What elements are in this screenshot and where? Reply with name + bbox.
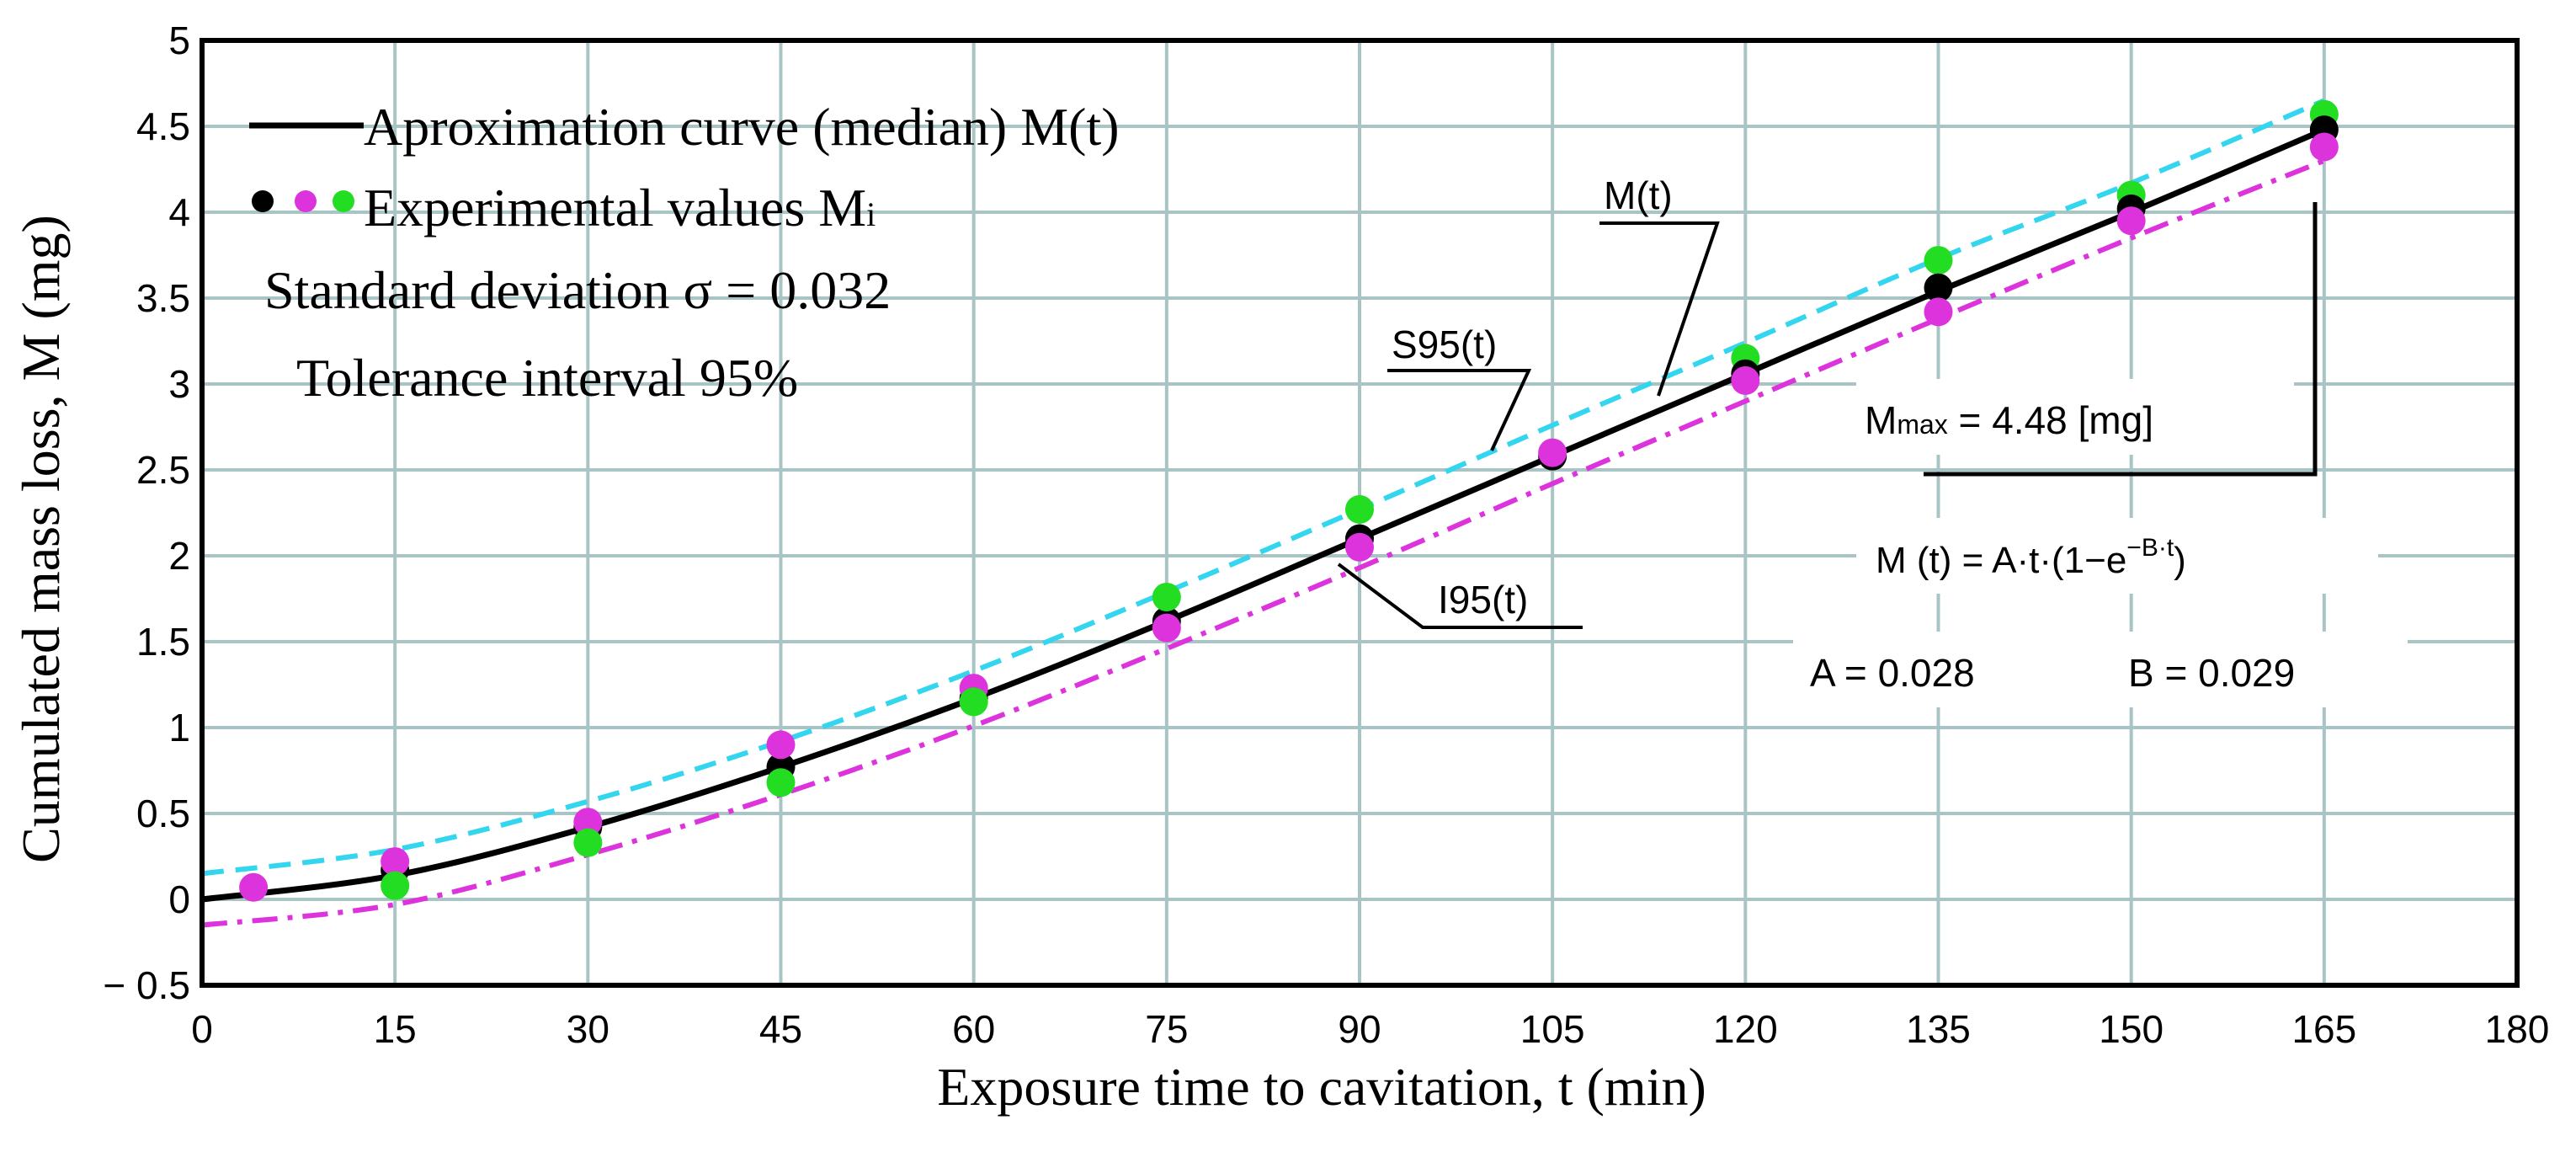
y-tick-label: 4 bbox=[168, 190, 190, 234]
legend-marker-green bbox=[333, 190, 354, 212]
params-box-bg bbox=[1793, 632, 2408, 707]
data-point bbox=[766, 768, 796, 797]
x-tick-label: 165 bbox=[2291, 1007, 2356, 1051]
plot-frame bbox=[200, 38, 2520, 988]
data-point bbox=[1345, 494, 1374, 524]
median-curve bbox=[201, 126, 2326, 903]
data-point bbox=[766, 730, 796, 760]
y-tick-label: 5 bbox=[168, 19, 190, 62]
data-point bbox=[381, 871, 410, 900]
y-tick-label: 3.5 bbox=[136, 276, 190, 320]
legend: Aproximation curve (median) M(t) Experim… bbox=[249, 97, 1120, 408]
legend-tolerance: Tolerance interval 95% bbox=[296, 348, 798, 408]
formula-text: M (t) = A·t·(1−e−B·t) bbox=[1876, 534, 2186, 581]
x-tick-label: 0 bbox=[191, 1007, 213, 1051]
param-a: A = 0.028 bbox=[1810, 651, 1975, 695]
data-point bbox=[1924, 246, 1953, 275]
data-point bbox=[381, 847, 410, 877]
data-point bbox=[2309, 132, 2339, 162]
data-point bbox=[1731, 365, 1760, 395]
data-point bbox=[1924, 273, 1953, 302]
legend-line-label: Aproximation curve (median) M(t) bbox=[364, 97, 1120, 157]
data-point bbox=[2116, 206, 2146, 236]
x-tick-label: 90 bbox=[1338, 1007, 1381, 1051]
x-tick-label: 30 bbox=[567, 1007, 609, 1051]
legend-marker-black bbox=[252, 190, 274, 212]
data-point bbox=[1152, 582, 1181, 611]
mmax-box-bg bbox=[1856, 379, 2294, 455]
y-axis-ticks: − 0.5 0 0.5 1 1.5 2 2.5 3 3.5 4 4.5 5 bbox=[103, 19, 190, 1007]
data-point bbox=[1345, 532, 1374, 562]
x-tick-label: 120 bbox=[1713, 1007, 1778, 1051]
legend-std-dev: Standard deviation σ = 0.032 bbox=[264, 260, 891, 320]
m-label-leader bbox=[1599, 221, 1720, 397]
x-axis-title: Exposure time to cavitation, t (min) bbox=[937, 1057, 1706, 1117]
x-tick-label: 135 bbox=[1906, 1007, 1971, 1051]
x-tick-label: 60 bbox=[952, 1007, 995, 1051]
legend-marker-magenta bbox=[295, 190, 317, 212]
i95-curve-label: I95(t) bbox=[1438, 578, 1528, 621]
data-point bbox=[239, 872, 269, 902]
series-lines bbox=[201, 98, 2326, 928]
s95-label-leader bbox=[1387, 369, 1532, 451]
x-tick-label: 75 bbox=[1145, 1007, 1188, 1051]
x-tick-label: 105 bbox=[1520, 1007, 1585, 1051]
y-tick-label: 0.5 bbox=[136, 792, 190, 835]
formula-box-bg bbox=[1856, 518, 2378, 594]
data-point bbox=[959, 687, 988, 717]
experimental-points bbox=[239, 99, 2339, 902]
x-axis-ticks: 0 15 30 45 60 75 90 105 120 135 150 165 180 bbox=[191, 1007, 2549, 1051]
param-b: B = 0.029 bbox=[2128, 651, 2295, 695]
y-tick-label: 2 bbox=[168, 534, 190, 578]
i95-label-leader bbox=[1337, 563, 1583, 629]
mmax-bracket bbox=[1924, 202, 2318, 477]
y-tick-label: 1 bbox=[168, 706, 190, 749]
data-point bbox=[1152, 613, 1181, 643]
x-tick-label: 150 bbox=[2099, 1007, 2164, 1051]
y-tick-label: 3 bbox=[168, 362, 190, 406]
mmax-label: Mmax = 4.48 [mg] bbox=[1865, 398, 2153, 442]
y-tick-label: 0 bbox=[168, 877, 190, 921]
legend-points-label: Experimental values Mi bbox=[364, 178, 876, 237]
x-tick-label: 15 bbox=[374, 1007, 417, 1051]
y-tick-label: 4.5 bbox=[136, 104, 190, 148]
y-tick-label: 1.5 bbox=[136, 620, 190, 664]
y-axis-title: Cumulated mass loss, M (mg) bbox=[11, 215, 71, 863]
data-point bbox=[1924, 297, 1953, 327]
s95-curve-label: S95(t) bbox=[1392, 323, 1497, 366]
data-point bbox=[573, 808, 603, 837]
y-tick-label: 2.5 bbox=[136, 448, 190, 492]
y-tick-label: − 0.5 bbox=[103, 963, 190, 1007]
annotations: M(t) S95(t) I95(t) Mmax = 4.48 [mg] M (t… bbox=[1337, 173, 2408, 707]
x-tick-label: 180 bbox=[2485, 1007, 2550, 1051]
data-point bbox=[573, 828, 603, 857]
s95-curve bbox=[201, 98, 2326, 877]
x-tick-label: 45 bbox=[759, 1007, 802, 1051]
m-curve-label: M(t) bbox=[1604, 173, 1673, 217]
data-point bbox=[1538, 438, 1567, 467]
i95-curve bbox=[201, 158, 2325, 928]
